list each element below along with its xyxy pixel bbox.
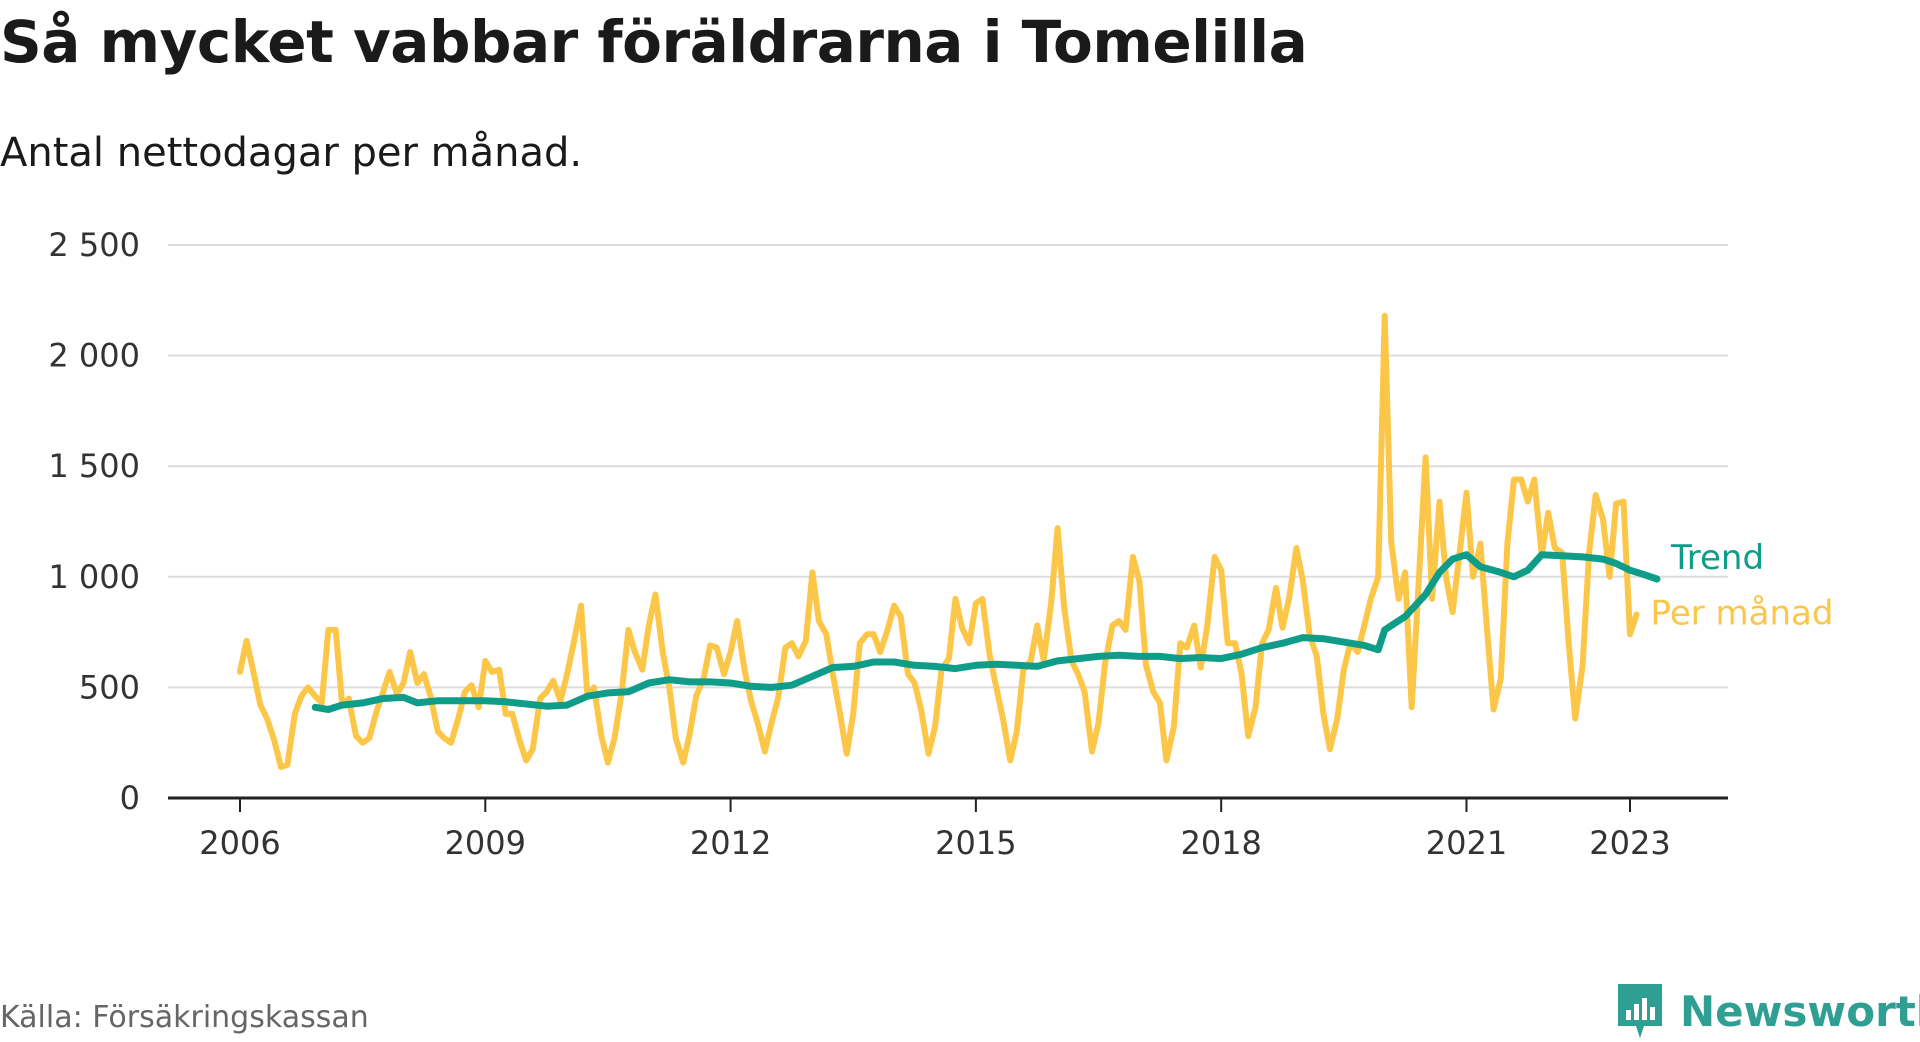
x-tick-label: 2015 — [935, 824, 1016, 862]
chart-title: Så mycket vabbar föräldrarna i Tomelilla — [0, 8, 1308, 76]
y-tick-label: 1 000 — [48, 558, 140, 596]
grid-lines — [168, 244, 1728, 689]
source-note: Källa: Försäkringskassan — [0, 1000, 369, 1035]
series-label-trend: Trend — [1670, 538, 1764, 578]
x-tick-label: 2018 — [1180, 824, 1261, 862]
series-lines — [237, 312, 1661, 770]
x-tick-label: 2006 — [199, 824, 280, 862]
brand-name: Newsworthy — [1680, 986, 1920, 1036]
x-tick-label: 2009 — [445, 824, 526, 862]
series-labels: Trend Per månad — [1651, 538, 1834, 633]
y-tick-label: 1 500 — [48, 447, 140, 485]
x-tick-label: 2021 — [1426, 824, 1507, 862]
y-axis: 0 500 1 000 1 500 2 000 2 500 — [48, 226, 140, 817]
x-axis: 2006 2009 2012 2015 2018 2021 2023 — [168, 796, 1728, 862]
y-tick-label: 0 — [120, 779, 140, 817]
series-label-per-manad: Per månad — [1651, 593, 1834, 633]
brand-logo: Newsworthy — [1614, 980, 1920, 1042]
bar-chart-speech-bubble-icon — [1618, 984, 1662, 1038]
series-line-per-m-nad — [237, 312, 1640, 770]
x-tick-label: 2012 — [690, 824, 771, 862]
chart-subtitle: Antal nettodagar per månad. — [0, 130, 583, 176]
series-line-trend — [311, 551, 1661, 713]
y-tick-label: 2 500 — [48, 226, 140, 264]
y-tick-label: 2 000 — [48, 337, 140, 375]
y-tick-label: 500 — [79, 668, 140, 706]
x-tick-label: 2023 — [1589, 824, 1670, 862]
